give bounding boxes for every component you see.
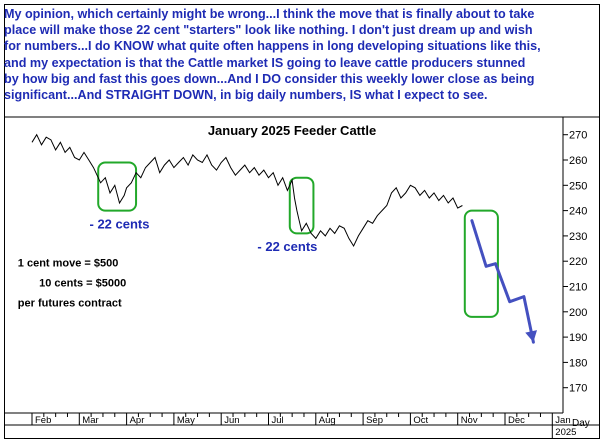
x-tick-label: Sep <box>366 415 383 426</box>
y-tick-label: 270 <box>569 130 587 142</box>
y-tick-label: 250 <box>569 180 587 192</box>
chart-frame <box>4 4 600 439</box>
contract-note: per futures contract <box>18 298 122 310</box>
y-tick-label: 180 <box>569 357 587 369</box>
y-tick-label: 170 <box>569 383 587 395</box>
contract-note: 1 cent move = $500 <box>18 257 119 269</box>
annotations: - 22 cents - 22 cents 1 cent move = $500 10… <box>18 216 318 309</box>
chart-title: January 2025 Feeder Cattle <box>208 123 376 138</box>
x-tick-label: May <box>177 415 195 426</box>
y-tick-label: 190 <box>569 332 587 344</box>
highlight-box <box>288 176 315 235</box>
price-series <box>31 133 538 344</box>
x-tick-label: Aug <box>319 415 336 426</box>
x-tick-label: Mar <box>82 415 98 426</box>
x-axis-unit-label: Day <box>572 418 590 429</box>
contract-note: 10 cents = $5000 <box>39 278 126 290</box>
commentary-line-2: place will make those 22 cent "starters"… <box>4 23 533 38</box>
x-tick-label: Nov <box>461 415 478 426</box>
y-tick-label: 260 <box>569 155 587 167</box>
x-tick-label: Dec <box>508 415 525 426</box>
x-tick-label: Oct <box>413 415 428 426</box>
y-tick-label: 220 <box>569 256 587 268</box>
commentary-line-6: significant...And STRAIGHT DOWN, in big … <box>4 88 488 103</box>
x-tick-label: Feb <box>35 415 51 426</box>
highlight-boxes <box>97 161 499 318</box>
commentary: My opinion, which certainly might be wro… <box>4 6 594 103</box>
y-tick-label: 230 <box>569 231 587 243</box>
commentary-line-5: by how big and fast this goes down...And… <box>4 71 535 86</box>
y-tick-label: 240 <box>569 206 587 218</box>
x-tick-label: Apr <box>130 415 145 426</box>
commentary-line-1: My opinion, which certainly might be wro… <box>4 7 535 21</box>
move-annotation: - 22 cents <box>257 239 317 254</box>
commentary-line-4: and my expectation is that the Cattle ma… <box>4 55 526 70</box>
x-tick-label: Jul <box>272 415 284 426</box>
move-annotation: - 22 cents <box>90 216 150 231</box>
commentary-line-3: for numbers...I do KNOW what quite often… <box>4 39 541 54</box>
price-line <box>31 133 463 248</box>
forecast-arrow-head <box>525 330 538 343</box>
y-tick-label: 200 <box>569 307 587 319</box>
x-tick-label: Jun <box>224 415 239 426</box>
forecast-arrow-line <box>470 219 535 344</box>
y-tick-label: 210 <box>569 282 587 294</box>
highlight-box <box>463 209 499 318</box>
x-tick-label: Jan <box>555 415 570 426</box>
axes: 170 180 190 200 210 220 230 240 250 260 270 Feb Mar A… <box>4 116 600 439</box>
highlight-box <box>97 161 138 212</box>
x-year-label: 2025 <box>555 427 576 438</box>
